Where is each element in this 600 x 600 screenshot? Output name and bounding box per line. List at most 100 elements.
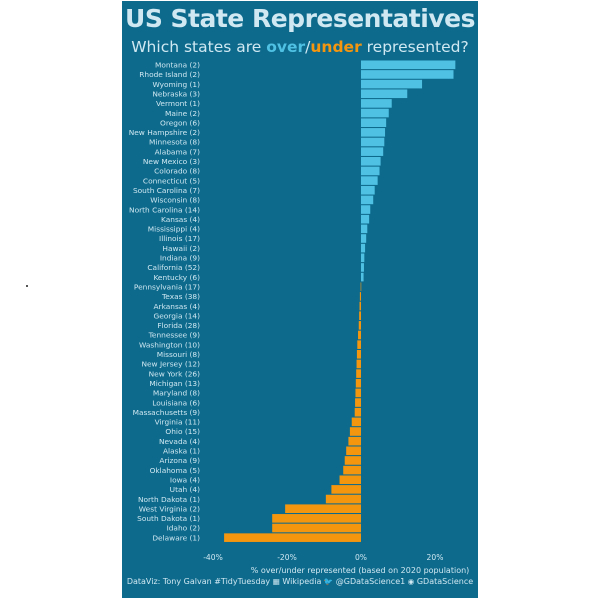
bar [361,128,385,137]
bar [361,118,386,127]
bar [361,244,365,253]
category-label: New Jersey (12) [141,360,200,369]
category-label: Louisiana (6) [152,398,200,407]
category-label: Alaska (1) [163,447,200,456]
bar [361,70,454,79]
category-label: Rhode Island (2) [139,70,200,79]
category-label: Kansas (4) [161,215,200,224]
bar [345,456,361,465]
bar [355,398,361,407]
category-label: South Dakota (1) [137,514,200,523]
bar [348,437,361,446]
category-label: Hawaii (2) [162,244,200,253]
category-label: Pennsylvania (17) [134,282,200,291]
category-label: Minnesota (8) [149,138,200,147]
bar [361,61,455,70]
bar [331,485,361,494]
category-label: Connecticut (5) [143,176,200,185]
bar [272,514,361,523]
category-label: Utah (4) [170,485,200,494]
caption-github: GDataScience [417,577,473,586]
bar [357,340,361,349]
category-label: Alabama (7) [155,147,201,156]
bar [361,254,364,263]
category-label: Vermont (1) [156,99,200,108]
bar [355,389,361,398]
bar [361,147,383,156]
category-label: Oklahoma (5) [150,466,201,475]
category-label: Illinois (17) [159,234,200,243]
bar [343,466,361,475]
bar [361,225,367,234]
bar [355,408,361,417]
bar [352,418,361,427]
bar [224,533,361,542]
category-label: Virginia (11) [155,418,201,427]
category-label: Maryland (8) [153,389,200,398]
github-icon: ◉ [408,577,415,586]
category-label: Oregon (6) [160,118,200,127]
bar [361,205,370,214]
category-label: Mississippi (4) [148,225,200,234]
category-label: Georgia (14) [154,311,201,320]
caption-source: Wikipedia [282,577,321,586]
category-label: North Dakota (1) [138,495,200,504]
category-label: Massachusetts (9) [133,408,201,417]
category-label: Florida (28) [157,321,200,330]
bar [356,369,361,378]
bar [361,89,407,98]
bar [361,138,384,147]
x-axis-label: % over/under represented (based on 2020 … [160,566,560,575]
bar [358,331,361,340]
bar [361,215,369,224]
bar [350,427,361,436]
category-label: Wisconsin (8) [150,196,200,205]
category-label: Indiana (9) [160,254,200,263]
category-label: Iowa (4) [170,475,200,484]
category-label: Colorado (8) [154,167,200,176]
bar [359,321,361,330]
bar [361,99,392,108]
category-label: New Mexico (3) [143,157,200,166]
bar [361,157,381,166]
category-label: Idaho (2) [167,524,201,533]
category-label: New Hampshire (2) [129,128,200,137]
x-tick-label: -20% [277,553,297,562]
category-label: Ohio (15) [165,427,200,436]
bar [285,504,361,513]
caption-twitter: @GDataScience1 [336,577,405,586]
bar [326,495,361,504]
bar [272,524,361,533]
category-label: Delaware (1) [152,533,200,542]
bar [361,234,366,243]
category-label: West Virginia (2) [139,504,200,513]
category-label: Arizona (9) [159,456,200,465]
bar [360,292,361,301]
category-label: Nevada (4) [159,437,200,446]
category-label: Nebraska (3) [152,89,200,98]
bar [360,302,361,311]
bar [361,186,375,195]
category-label: Washington (10) [139,340,200,349]
x-tick-label: 0% [355,553,367,562]
bar [357,350,361,359]
bar [359,311,361,320]
bar [356,379,361,388]
category-label: Maine (2) [165,109,200,118]
bar [361,263,364,272]
bar [357,360,361,369]
category-label: New York (26) [149,369,200,378]
bar [361,109,389,118]
category-label: Arkansas (4) [153,302,200,311]
category-label: California (52) [147,263,200,272]
table-icon: ▦ [273,577,280,586]
category-label: Missouri (8) [157,350,200,359]
twitter-bird-icon: 🐦 [324,577,333,586]
category-label: Montana (2) [155,61,200,70]
bar [361,273,364,282]
category-label: Tennessee (9) [148,331,200,340]
bar [361,196,373,205]
bar [361,282,362,291]
bar [346,447,361,456]
